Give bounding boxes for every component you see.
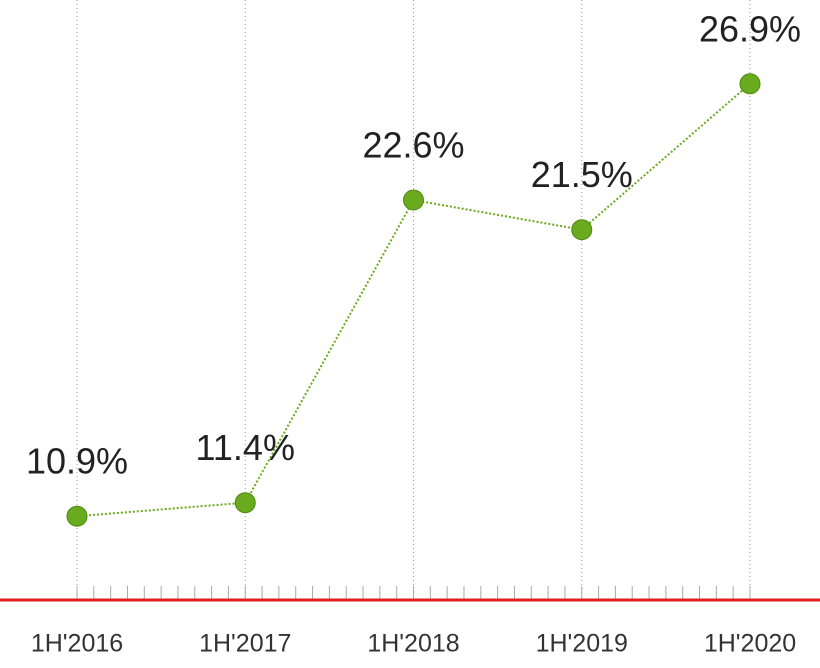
x-tick-label: 1H'2019	[536, 630, 628, 658]
value-label: 22.6%	[362, 125, 464, 166]
point	[403, 189, 424, 211]
x-tick-label: 1H'2017	[199, 630, 291, 658]
point	[234, 492, 256, 514]
x-tick-label: 1H'2018	[367, 630, 459, 658]
value-label: 26.9%	[699, 8, 801, 49]
point	[739, 73, 761, 95]
value-label: 21.5%	[531, 154, 633, 195]
line	[76, 83, 751, 518]
value-label: 11.4%	[196, 427, 295, 468]
x-tick-label: 1H'2020	[704, 630, 796, 658]
point	[66, 505, 88, 527]
value-label: 10.9%	[26, 441, 128, 482]
x-tick-label: 1H'2016	[31, 630, 123, 658]
point	[571, 219, 593, 241]
